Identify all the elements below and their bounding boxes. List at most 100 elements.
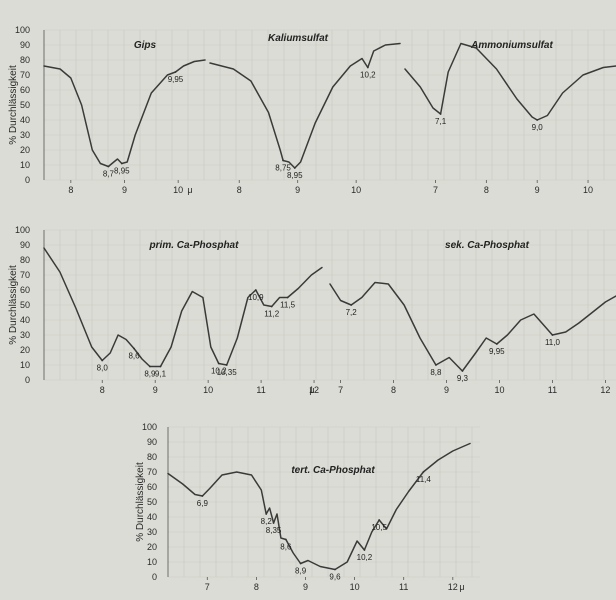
peak-marker bbox=[551, 334, 554, 336]
x-tick-label: 9 bbox=[444, 385, 449, 395]
x-tick-label: 12 bbox=[448, 582, 458, 592]
peak-label: 10,9 bbox=[248, 293, 264, 302]
spectrum-line bbox=[209, 42, 401, 169]
y-tick-label: 40 bbox=[147, 512, 157, 522]
x-tick-label: 8 bbox=[484, 185, 489, 195]
peak-marker bbox=[334, 568, 336, 571]
peak-marker bbox=[174, 71, 177, 73]
peak-label: 8,9 bbox=[144, 370, 156, 379]
y-tick-label: 100 bbox=[142, 422, 157, 432]
peak-label: 8,8 bbox=[430, 368, 442, 377]
spectrum-line bbox=[329, 281, 616, 372]
peak-label: 8,2 bbox=[261, 517, 273, 526]
grid-group-a bbox=[43, 29, 616, 181]
peak-marker bbox=[133, 347, 135, 350]
peak-label: 8,0 bbox=[97, 364, 109, 373]
spectrum-line bbox=[43, 247, 323, 368]
x-tick-label: 11 bbox=[256, 385, 265, 395]
peak-label: 9,95 bbox=[168, 75, 184, 84]
peak-marker bbox=[201, 495, 204, 497]
x-tick-label: 10 bbox=[583, 185, 593, 195]
y-tick-label: 100 bbox=[15, 25, 30, 35]
peak-label: 8,9 bbox=[295, 567, 307, 576]
x-tick-label: 9 bbox=[535, 185, 540, 195]
x-tick-label: 8 bbox=[391, 385, 396, 395]
y-tick-label: 40 bbox=[20, 115, 30, 125]
peak-marker bbox=[536, 119, 539, 121]
spectrum-panel-3: Ammoniumsulfat 7 8 9 10 7,1 9,0 bbox=[404, 40, 616, 195]
x-tick-label: 9 bbox=[303, 582, 308, 592]
x-tick-label: 7 bbox=[433, 185, 438, 195]
peak-label: 8,75 bbox=[275, 164, 291, 173]
peak-marker bbox=[461, 370, 464, 372]
x-tick-label: 12 bbox=[309, 385, 319, 395]
peak-marker bbox=[439, 113, 442, 115]
y-tick-label: 0 bbox=[25, 175, 30, 185]
x-tick-label: 10 bbox=[173, 185, 183, 195]
y-tick-label: 70 bbox=[20, 270, 30, 280]
peak-label: 10,2 bbox=[357, 553, 373, 562]
panel-title: prim. Ca-Phosphat bbox=[149, 240, 240, 251]
y-tick-label: 20 bbox=[147, 542, 157, 552]
peak-label: 6,9 bbox=[197, 499, 209, 508]
y-tick-label: 50 bbox=[20, 300, 30, 310]
peak-label: 7,2 bbox=[346, 308, 358, 317]
peak-marker bbox=[265, 513, 268, 515]
y-axis-b: 0 10 20 30 40 50 60 70 80 90 100 % Durchlässigkeit bbox=[8, 225, 45, 385]
y-tick-label: 90 bbox=[147, 437, 157, 447]
x-tick-label: 11 bbox=[548, 385, 557, 395]
x-tick-label: 7 bbox=[205, 582, 210, 592]
panel-title: Gips bbox=[134, 40, 157, 51]
peak-marker bbox=[120, 162, 123, 165]
peak-marker bbox=[366, 66, 369, 69]
y-tick-label: 0 bbox=[25, 375, 30, 385]
panel-title: tert. Ca-Phosphat bbox=[291, 465, 375, 476]
peak-marker bbox=[363, 549, 366, 551]
y-tick-label: 20 bbox=[20, 345, 30, 355]
peak-marker bbox=[293, 167, 296, 169]
y-axis-a: 0 10 20 30 40 50 60 70 80 90 100 % Durchlässigkeit bbox=[8, 25, 45, 185]
peak-label: 9,3 bbox=[457, 374, 469, 383]
x-tick-label: 10 bbox=[203, 385, 213, 395]
peak-label: 9,0 bbox=[532, 123, 544, 132]
peak-marker bbox=[149, 365, 151, 368]
panel-title: sek. Ca-Phosphat bbox=[445, 240, 530, 251]
peak-label: 11,2 bbox=[264, 310, 280, 319]
grid-group-b bbox=[43, 229, 616, 381]
peak-marker bbox=[225, 364, 228, 366]
y-tick-label: 80 bbox=[147, 452, 157, 462]
y-axis-label: % Durchlässigkeit bbox=[8, 265, 19, 345]
peak-marker bbox=[284, 538, 287, 541]
spectrum-line bbox=[167, 442, 471, 571]
peak-label: 10,35 bbox=[217, 368, 238, 377]
spectrum-panel-2: Kaliumsulfat 8 9 10 8,758,95 10,2 bbox=[209, 33, 401, 195]
spectrum-panel-1: Gips 8 9 10 μ 8,7 8,95 9,95 bbox=[43, 40, 206, 195]
panel-title: Ammoniumsulfat bbox=[470, 40, 553, 51]
peak-label: 11,0 bbox=[545, 338, 561, 347]
peak-marker bbox=[435, 364, 437, 366]
y-tick-label: 70 bbox=[20, 70, 30, 80]
x-unit-label: μ bbox=[309, 385, 314, 395]
spectrum-line bbox=[404, 42, 616, 121]
x-unit-label: μ bbox=[187, 185, 192, 195]
peak-marker bbox=[272, 522, 275, 524]
x-tick-label: 9 bbox=[153, 385, 158, 395]
peak-marker bbox=[286, 296, 289, 299]
x-tick-label: 11 bbox=[399, 582, 408, 592]
y-tick-label: 10 bbox=[20, 160, 30, 170]
y-tick-label: 10 bbox=[147, 557, 157, 567]
x-tick-label: 8 bbox=[237, 185, 242, 195]
y-axis-c: 0 10 20 30 40 50 60 70 80 90 100 % Durchlässigkeit bbox=[135, 422, 169, 582]
peak-marker bbox=[282, 159, 284, 162]
grid-group-c bbox=[167, 426, 480, 578]
peak-label: 9,95 bbox=[489, 347, 505, 356]
y-tick-label: 0 bbox=[152, 572, 157, 582]
x-tick-label: 8 bbox=[100, 385, 105, 395]
peak-marker bbox=[107, 165, 110, 168]
y-tick-label: 50 bbox=[20, 100, 30, 110]
x-tick-label: 10 bbox=[350, 582, 360, 592]
peak-label: 7,1 bbox=[435, 117, 447, 126]
y-axis-label: % Durchlässigkeit bbox=[8, 65, 19, 145]
panel-title: Kaliumsulfat bbox=[268, 33, 329, 44]
x-tick-label: 7 bbox=[338, 385, 343, 395]
